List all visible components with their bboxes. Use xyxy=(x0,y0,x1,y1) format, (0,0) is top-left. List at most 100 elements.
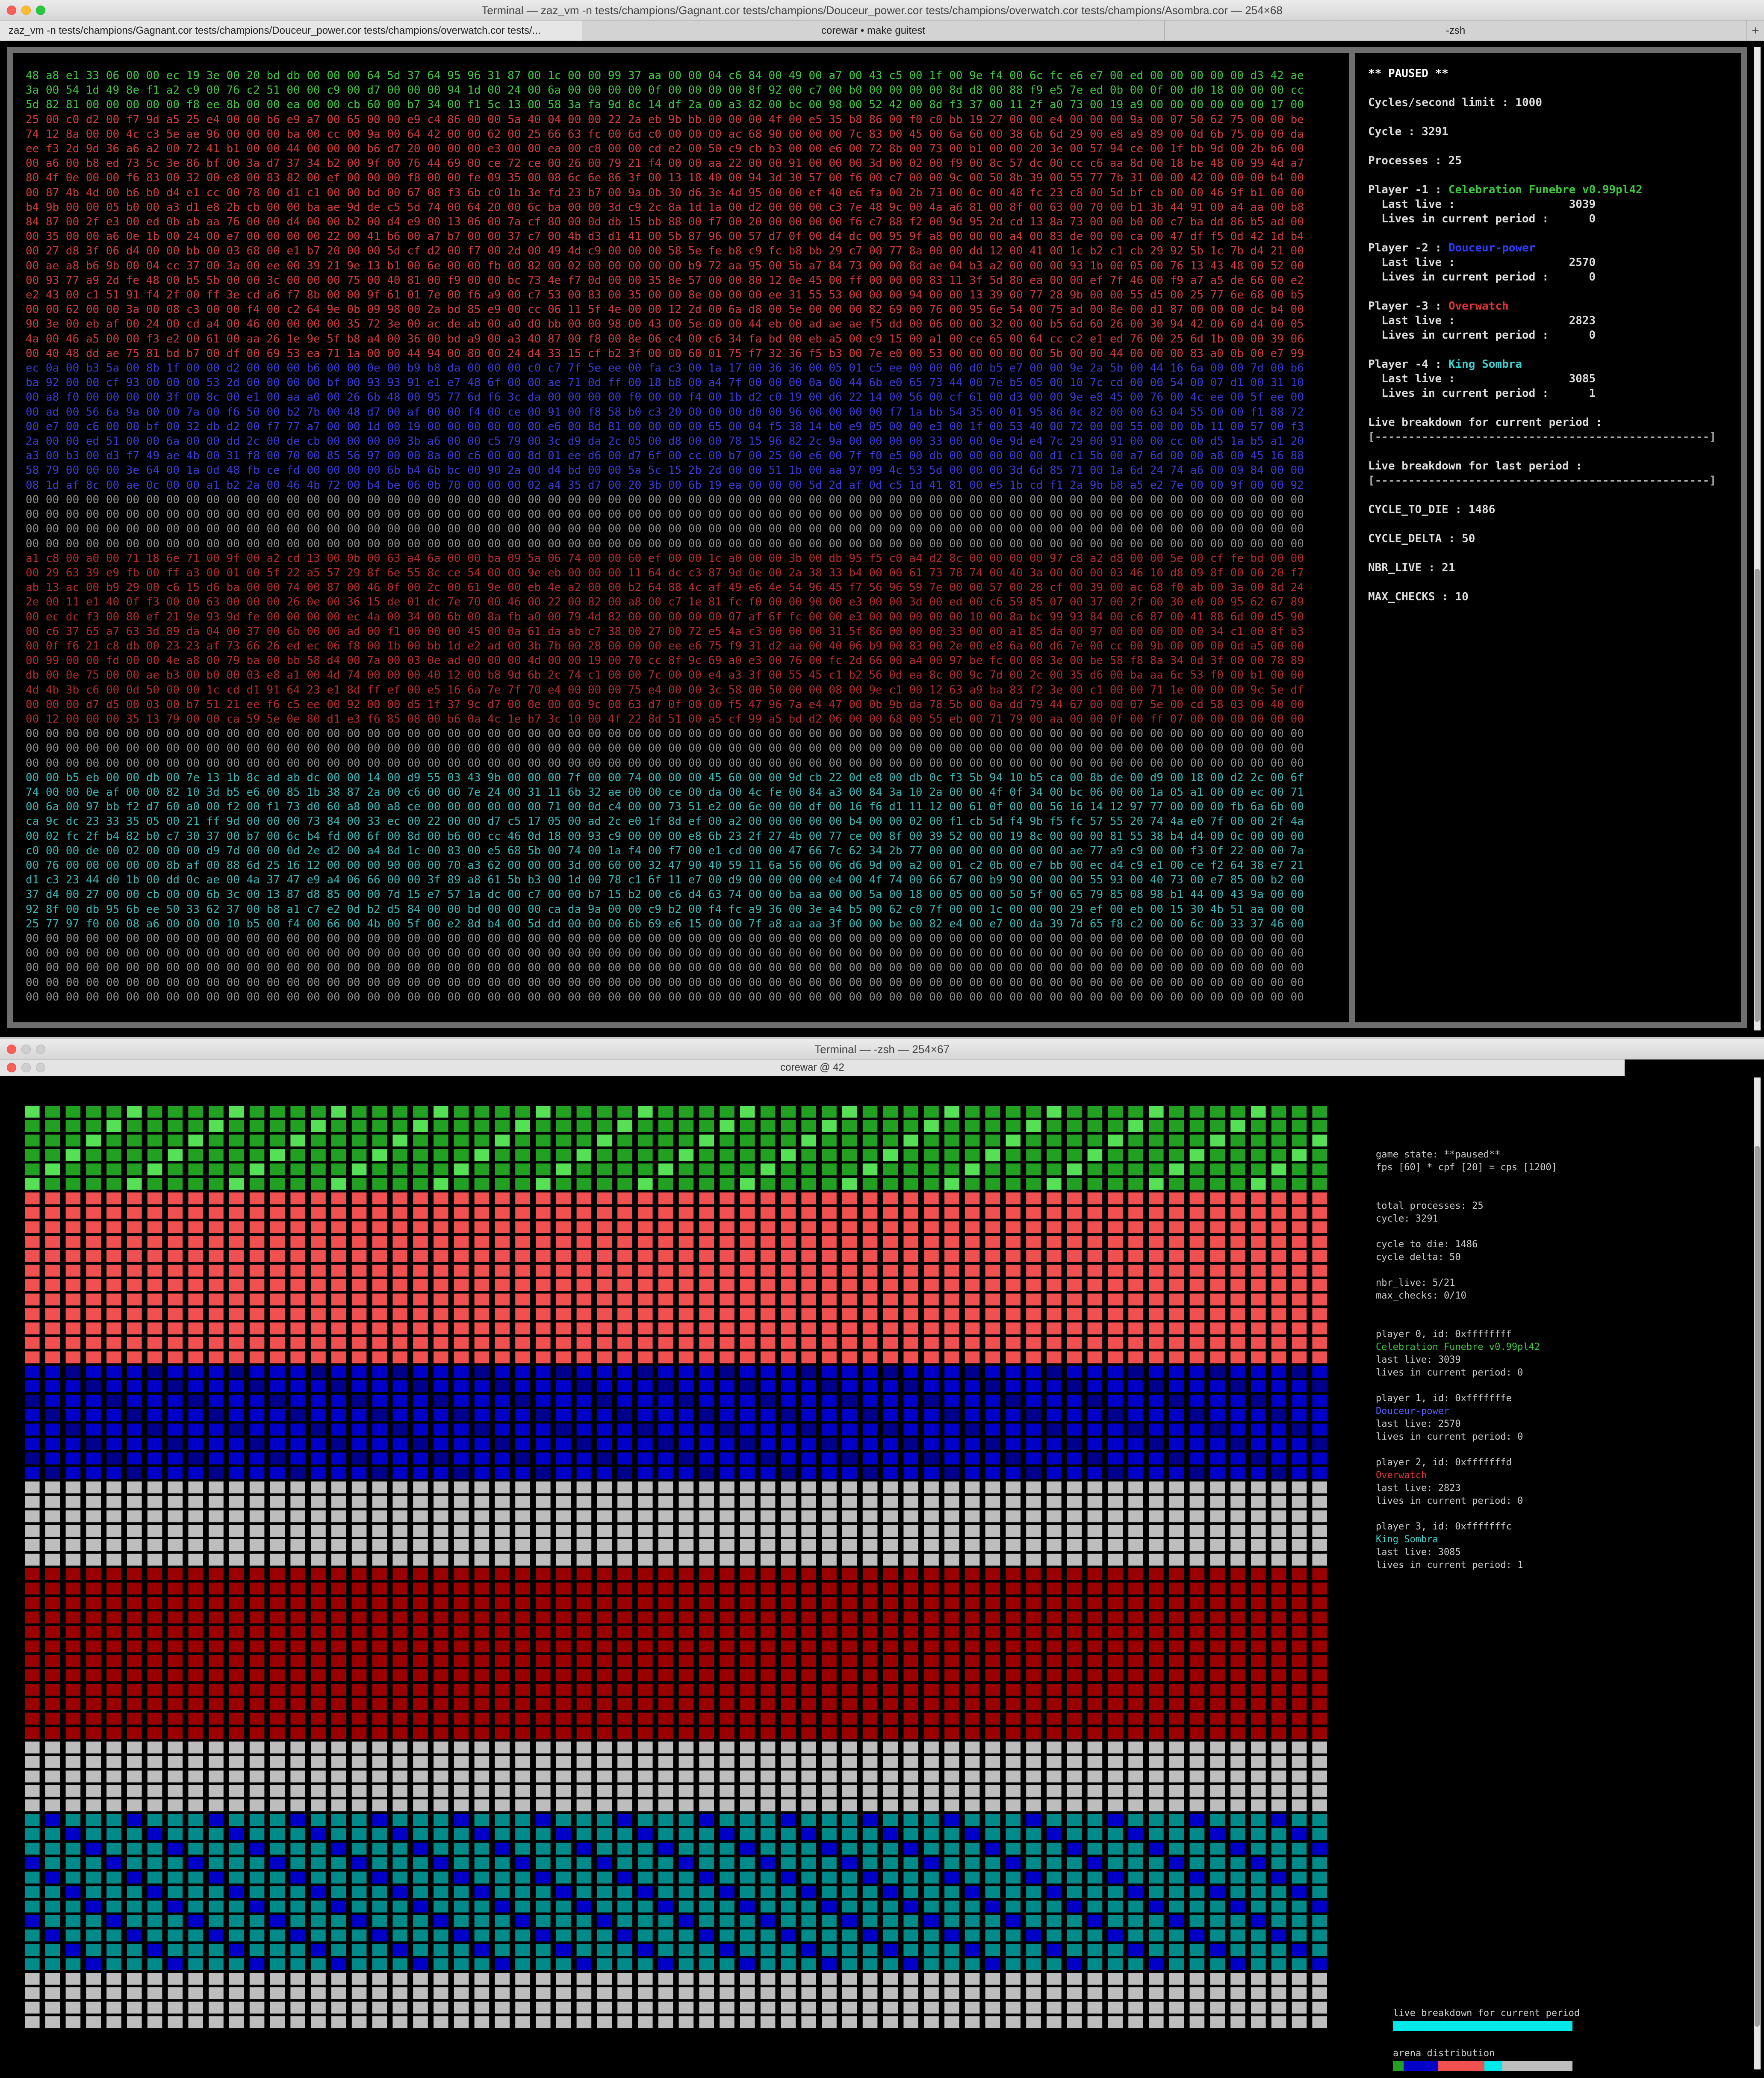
arena-cell xyxy=(290,1120,305,1132)
arena-cell xyxy=(1230,1727,1245,1739)
zoom-button[interactable] xyxy=(36,6,45,15)
arena-cell xyxy=(127,1684,142,1696)
arena-cell xyxy=(1210,1510,1225,1523)
arena-cell xyxy=(903,1871,918,1884)
arena-cell xyxy=(188,1221,203,1234)
arena-cell xyxy=(434,1987,448,1999)
arena-cell xyxy=(760,1149,776,1161)
arena-cell xyxy=(45,1395,60,1407)
pause-status: ** PAUSED ** xyxy=(1368,67,1448,80)
arena-cell xyxy=(638,1120,653,1132)
close-button[interactable] xyxy=(7,1063,16,1072)
close-button[interactable] xyxy=(7,6,16,15)
scroll-thumb[interactable] xyxy=(1755,569,1760,1022)
scrollbar[interactable] xyxy=(1754,47,1761,1030)
window-titlebar[interactable]: Terminal — -zsh — 254×67 xyxy=(0,1039,1764,1060)
arena-cell xyxy=(1067,1742,1082,1753)
arena-cell xyxy=(720,1308,735,1320)
arena-cell xyxy=(1210,1120,1225,1132)
arena-cell xyxy=(1006,1857,1021,1869)
zoom-button[interactable] xyxy=(36,1045,45,1054)
close-button[interactable] xyxy=(7,1045,16,1054)
arena-cell xyxy=(1087,1871,1103,1884)
arena-cell xyxy=(454,1785,469,1797)
arena-cell xyxy=(1169,1380,1184,1392)
arena-cell xyxy=(903,1929,918,1942)
arena-cell xyxy=(883,1742,898,1753)
arena-cell xyxy=(965,1597,980,1609)
arena-cell xyxy=(740,1423,755,1436)
arena-cell xyxy=(413,1106,428,1118)
arena-cell xyxy=(1169,1684,1184,1696)
arena-cell xyxy=(678,1351,694,1364)
arena-cell xyxy=(1108,1525,1123,1537)
arena-cell xyxy=(617,2016,632,2028)
arena-cell xyxy=(209,1770,224,1783)
arena-cell xyxy=(1149,1742,1164,1753)
arena-cell xyxy=(1047,2016,1062,2028)
arena-cell xyxy=(270,1149,285,1161)
arena-cell xyxy=(658,1626,673,1638)
minimize-button[interactable] xyxy=(21,1063,31,1072)
minimize-button[interactable] xyxy=(21,1045,31,1054)
scroll-thumb[interactable] xyxy=(1755,1146,1760,2027)
arena-cell xyxy=(944,1944,959,1956)
arena-cell xyxy=(1189,1944,1205,1956)
scrollbar[interactable] xyxy=(1754,1077,1761,2069)
arena-cell xyxy=(290,1871,305,1884)
arena-cell xyxy=(678,1438,694,1450)
arena-cell xyxy=(290,2001,305,2014)
arena-cell xyxy=(372,1481,387,1494)
arena-cell xyxy=(617,1857,632,1869)
tab-zaz-vm[interactable]: zaz_vm -n tests/champions/Gagnant.cor te… xyxy=(0,21,582,41)
arena-cell xyxy=(127,1178,142,1190)
arena-cell xyxy=(474,1958,490,1970)
arena-cell xyxy=(454,1207,469,1219)
arena-cell xyxy=(903,1857,918,1869)
arena-cell xyxy=(229,1756,244,1768)
arena-cell xyxy=(1271,1438,1286,1450)
arena-cell xyxy=(1312,1351,1327,1364)
arena-cell xyxy=(1006,1742,1021,1753)
arena-cell xyxy=(801,1481,816,1494)
arena-cell xyxy=(1189,2001,1205,2014)
arena-cell xyxy=(801,1655,816,1667)
minimize-button[interactable] xyxy=(21,6,31,15)
arena-cell xyxy=(209,1395,224,1407)
arena-cell xyxy=(536,1192,551,1204)
arena-cell xyxy=(1047,1742,1062,1753)
tab-zsh[interactable]: -zsh xyxy=(1165,21,1747,41)
arena-cell xyxy=(556,1236,571,1248)
arena-cell xyxy=(1189,1539,1205,1551)
arena-cell xyxy=(822,1785,837,1797)
arena-cell xyxy=(209,1510,224,1523)
arena-cell xyxy=(106,1582,121,1595)
arena-cell xyxy=(781,1785,796,1797)
arena-cell xyxy=(576,1799,592,1812)
window-titlebar[interactable]: Terminal — zaz_vm -n tests/champions/Gag… xyxy=(0,0,1764,21)
arena-cell xyxy=(1312,1337,1327,1349)
arena-cell xyxy=(556,1814,571,1826)
arena-cell xyxy=(1026,1351,1041,1364)
arena-cell xyxy=(1230,1698,1245,1710)
tab-make-guitest[interactable]: corewar • make guitest xyxy=(582,21,1165,41)
zoom-button[interactable] xyxy=(36,1063,45,1072)
arena-cell xyxy=(1026,1915,1041,1927)
arena-cell xyxy=(25,1120,40,1132)
visualizer-titlebar[interactable]: corewar @ 42 xyxy=(0,1060,1625,1076)
arena-cell xyxy=(740,1597,755,1609)
arena-cell xyxy=(740,1467,755,1479)
arena-cell xyxy=(1271,1366,1286,1378)
arena-cell xyxy=(1230,1958,1245,1970)
arena-cell xyxy=(106,1452,121,1464)
arena-cell xyxy=(944,1279,959,1291)
arena-cell xyxy=(413,1366,428,1378)
arena-cell xyxy=(290,1742,305,1753)
arena-cell xyxy=(597,1236,612,1248)
arena-cell xyxy=(168,1207,183,1219)
arena-cell xyxy=(1169,1727,1184,1739)
arena-cell xyxy=(86,1395,101,1407)
new-tab-button[interactable]: + xyxy=(1752,24,1759,38)
arena-cell xyxy=(474,2001,490,2014)
arena-cell xyxy=(1292,1236,1307,1248)
